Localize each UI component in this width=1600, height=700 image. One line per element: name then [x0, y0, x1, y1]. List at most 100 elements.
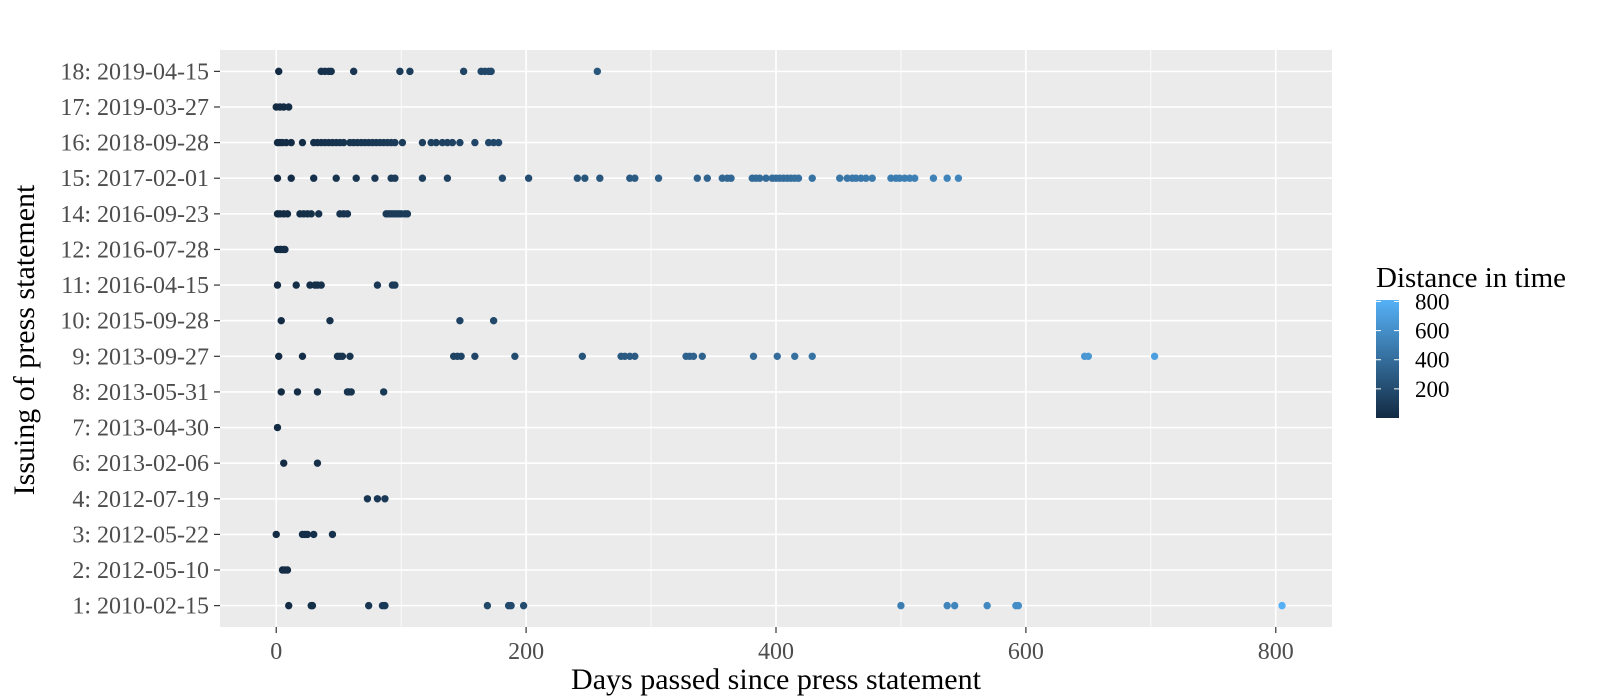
data-point [448, 138, 457, 147]
y-tick-label: 1: 2010-02-15 [72, 594, 209, 620]
data-point [524, 174, 533, 182]
data-point [347, 388, 355, 396]
data-point [287, 138, 295, 147]
data-point [456, 316, 464, 325]
data-point [698, 352, 706, 361]
data-point [285, 103, 293, 111]
data-point [983, 601, 991, 610]
data-point [272, 530, 280, 539]
data-point [298, 138, 307, 147]
x-tick-label: 600 [1008, 639, 1044, 665]
data-point [897, 601, 905, 610]
data-point [398, 138, 407, 147]
data-point [459, 67, 468, 76]
data-point [494, 138, 503, 147]
y-tick-label: 3: 2012-05-22 [72, 522, 209, 548]
data-point [363, 495, 372, 503]
legend-ticks: 200 400 600 800 [1376, 289, 1450, 402]
data-point [487, 67, 495, 76]
y-tick-label: 16: 2018-09-28 [60, 131, 209, 157]
data-point [1150, 352, 1159, 361]
data-point [498, 174, 507, 182]
data-point [654, 174, 663, 182]
data-point [364, 601, 373, 610]
data-point [836, 174, 844, 182]
data-point [489, 316, 498, 325]
data-point [275, 67, 283, 76]
data-point [339, 138, 348, 147]
data-point [310, 174, 318, 182]
y-tick-label: 12: 2016-07-28 [60, 237, 209, 263]
data-point [298, 352, 307, 361]
y-axis-ticks: 1: 2010-02-15 2: 2012-05-10 3: 2012-05-22 4… [60, 59, 220, 620]
data-point [381, 601, 389, 610]
data-point [307, 210, 315, 218]
data-point [317, 281, 325, 289]
data-point [511, 352, 519, 361]
legend-tick-label: 400 [1415, 348, 1450, 373]
y-tick-label: 9: 2013-09-27 [72, 344, 209, 370]
data-point [808, 352, 816, 361]
data-point [349, 67, 358, 76]
data-point [756, 174, 764, 182]
x-axis-ticks: 0 200 400 600 800 [270, 627, 1294, 665]
data-point [581, 174, 589, 182]
data-point [326, 316, 334, 325]
legend-title: Distance in time [1376, 262, 1566, 294]
data-point [281, 245, 289, 254]
data-point [471, 138, 479, 147]
data-point [313, 459, 322, 467]
data-point [593, 67, 602, 76]
data-point [773, 352, 781, 361]
data-point [950, 601, 959, 610]
data-point [418, 138, 427, 147]
data-point [1278, 601, 1286, 610]
data-point [287, 174, 295, 182]
data-point [862, 174, 870, 182]
data-point [373, 495, 382, 503]
data-point [519, 601, 528, 610]
data-point [308, 601, 317, 610]
data-point [283, 210, 292, 218]
data-point [391, 281, 399, 289]
data-point [293, 388, 302, 396]
data-point [379, 388, 388, 396]
x-tick-label: 0 [270, 639, 282, 665]
data-point [315, 210, 323, 218]
data-point [929, 174, 938, 182]
y-tick-label: 17: 2019-03-27 [60, 95, 209, 121]
data-point [283, 566, 292, 574]
data-point [343, 210, 352, 218]
data-point [483, 601, 492, 610]
data-point [328, 530, 337, 539]
data-point [391, 138, 399, 147]
y-tick-label: 7: 2013-04-30 [72, 416, 209, 442]
legend-tick-label: 600 [1415, 319, 1450, 344]
y-axis-title: Issuing of press statement [8, 184, 41, 495]
data-point [631, 174, 639, 182]
y-tick-label: 14: 2016-09-23 [60, 202, 209, 228]
data-point [371, 174, 379, 182]
data-point [432, 138, 440, 147]
color-legend: Distance in time 200 400 600 800 [1376, 262, 1566, 418]
data-point [277, 316, 285, 325]
data-point [338, 352, 347, 361]
data-point [381, 495, 389, 503]
data-point [332, 174, 340, 182]
data-point [406, 67, 414, 76]
data-point [373, 281, 382, 289]
data-point [910, 174, 919, 182]
y-tick-label: 10: 2015-09-28 [60, 309, 209, 335]
data-point [403, 210, 412, 218]
x-tick-label: 800 [1258, 639, 1294, 665]
data-point [794, 174, 803, 182]
data-point [471, 352, 479, 361]
data-point [313, 388, 322, 396]
data-points [272, 67, 1286, 610]
data-point [689, 352, 698, 361]
x-axis-title: Days passed since press statement [571, 663, 982, 696]
data-point [749, 352, 758, 361]
minor-gridlines [400, 50, 1152, 627]
data-point [275, 352, 283, 361]
